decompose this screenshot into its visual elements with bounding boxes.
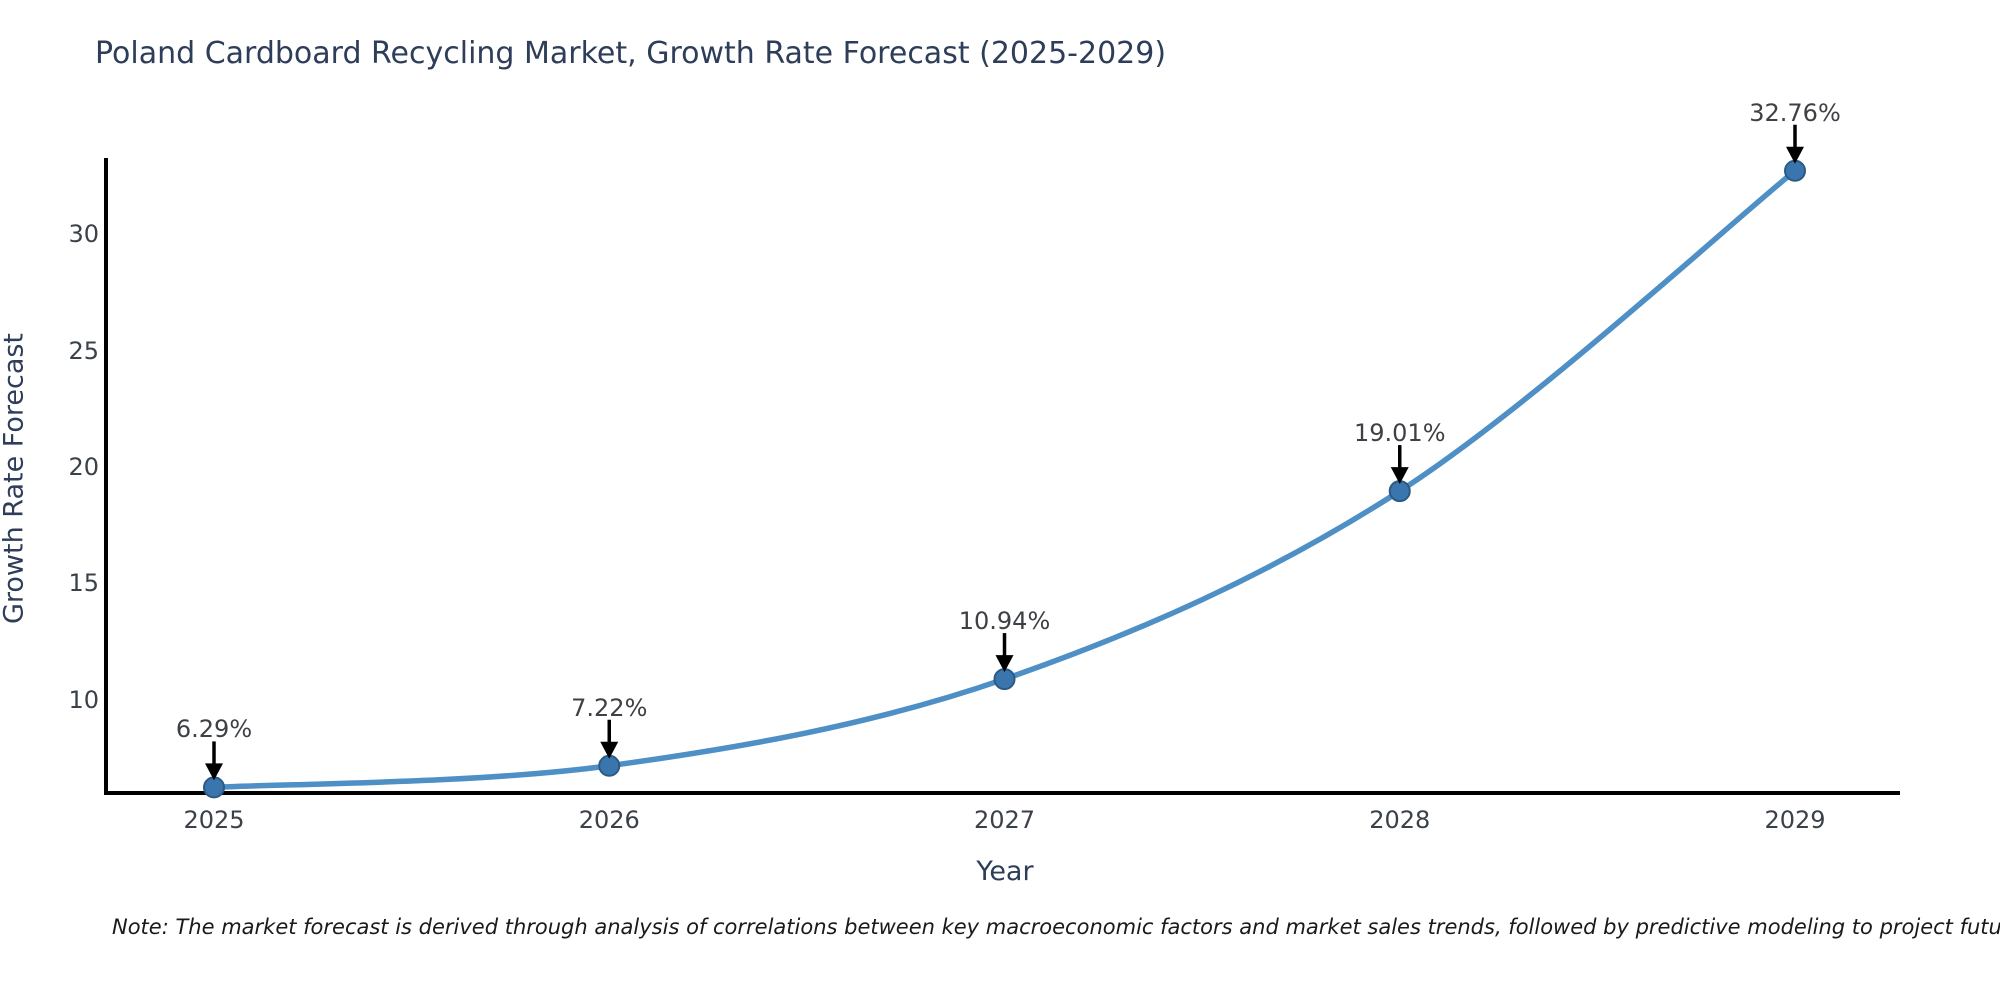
chart-title: Poland Cardboard Recycling Market, Growt… bbox=[95, 36, 1167, 71]
data-point-value-label: 6.29% bbox=[175, 715, 253, 744]
y-tick-label: 30 bbox=[68, 220, 99, 249]
footnote: Note: The market forecast is derived thr… bbox=[112, 915, 2000, 939]
data-point-value-label: 32.76% bbox=[1749, 98, 1841, 127]
x-tick-label: 2026 bbox=[578, 806, 640, 834]
annotation-arrow-head bbox=[205, 763, 223, 781]
x-tick-label: 2027 bbox=[973, 806, 1036, 834]
data-point-value-label: 7.22% bbox=[571, 693, 648, 722]
y-tick-label: 15 bbox=[68, 569, 99, 598]
y-tick-label: 25 bbox=[68, 336, 99, 365]
annotation-arrow-head bbox=[1390, 467, 1409, 485]
annotation-arrow-head bbox=[600, 741, 619, 759]
x-tick-label: 2028 bbox=[1369, 806, 1431, 834]
forecast-line bbox=[211, 167, 1798, 791]
y-axis-spine bbox=[104, 158, 108, 795]
x-axis-title: Year bbox=[976, 856, 1034, 887]
data-point-value-label: 10.94% bbox=[958, 607, 1051, 636]
x-tick-label: 2025 bbox=[183, 806, 245, 834]
annotation-arrow-head bbox=[995, 655, 1014, 673]
x-tick-label: 2029 bbox=[1764, 806, 1826, 834]
annotation-arrow-head bbox=[1786, 146, 1804, 164]
x-axis-spine bbox=[104, 791, 1900, 795]
y-tick-label: 10 bbox=[68, 685, 99, 714]
data-point-value-label: 19.01% bbox=[1353, 419, 1446, 448]
y-tick-label: 20 bbox=[68, 453, 99, 481]
